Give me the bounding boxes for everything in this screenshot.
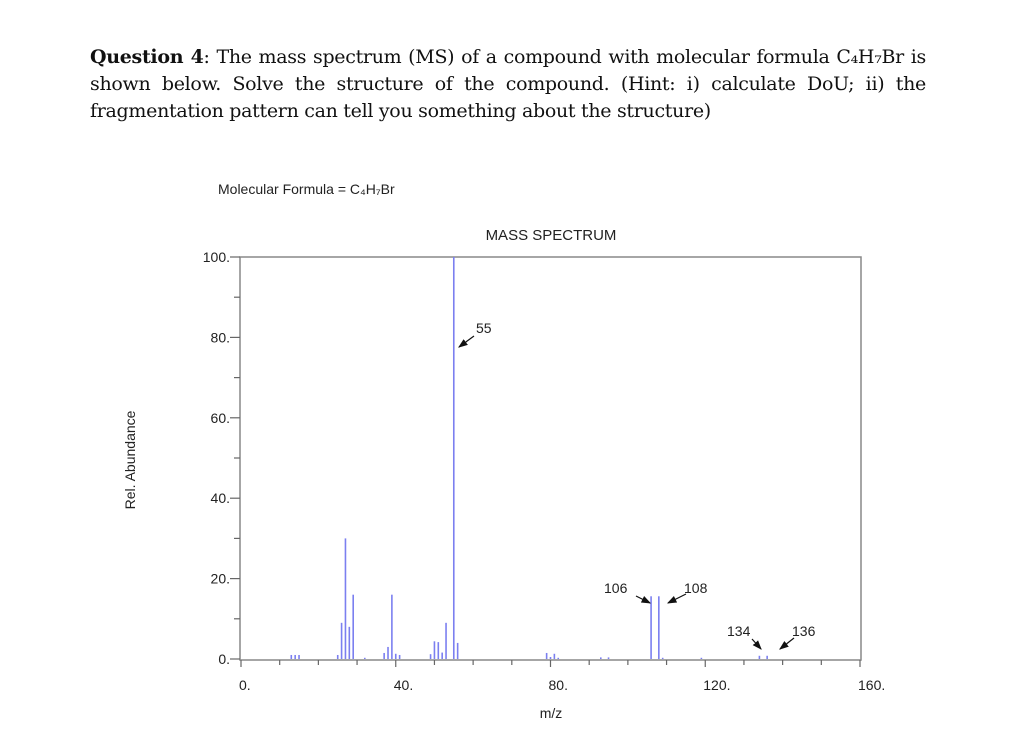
y-tick-label: 100. xyxy=(203,249,230,265)
annotation-arrow xyxy=(779,637,795,650)
y-axis-label: Rel. Abundance xyxy=(122,410,138,509)
peak-annotation-106: 106 xyxy=(604,580,628,596)
x-tick-label: 120. xyxy=(703,677,730,693)
x-tick-label: 0. xyxy=(239,677,251,693)
y-tick-label: 60. xyxy=(211,410,230,426)
annotation-arrow xyxy=(666,593,687,604)
y-tick-label: 40. xyxy=(211,490,230,506)
y-tick-label: 20. xyxy=(211,571,230,587)
peak-annotation-136: 136 xyxy=(792,623,816,639)
x-axis-label: m/z xyxy=(540,705,563,721)
x-tick-label: 80. xyxy=(549,677,568,693)
y-tick-label: 80. xyxy=(211,329,230,345)
annotation-arrow xyxy=(635,595,652,604)
question-body: : The mass spectrum (MS) of a compound w… xyxy=(90,46,926,122)
x-tick-label: 40. xyxy=(394,677,413,693)
annotation-arrow xyxy=(751,638,762,650)
plot-frame xyxy=(239,256,862,661)
chart-subtitle: Molecular Formula = C₄H₇Br xyxy=(218,181,395,197)
peak-annotation-55: 55 xyxy=(476,320,492,336)
question-text: Question 4: The mass spectrum (MS) of a … xyxy=(90,44,926,125)
chart-title: MASS SPECTRUM xyxy=(486,227,617,244)
x-tick-label: 160. xyxy=(858,677,885,693)
peak-annotation-108: 108 xyxy=(684,580,708,596)
y-tick-label: 0. xyxy=(218,651,230,667)
question-label: Question 4 xyxy=(90,46,204,68)
annotation-arrow xyxy=(458,335,475,348)
peak-annotation-134: 134 xyxy=(727,623,751,639)
